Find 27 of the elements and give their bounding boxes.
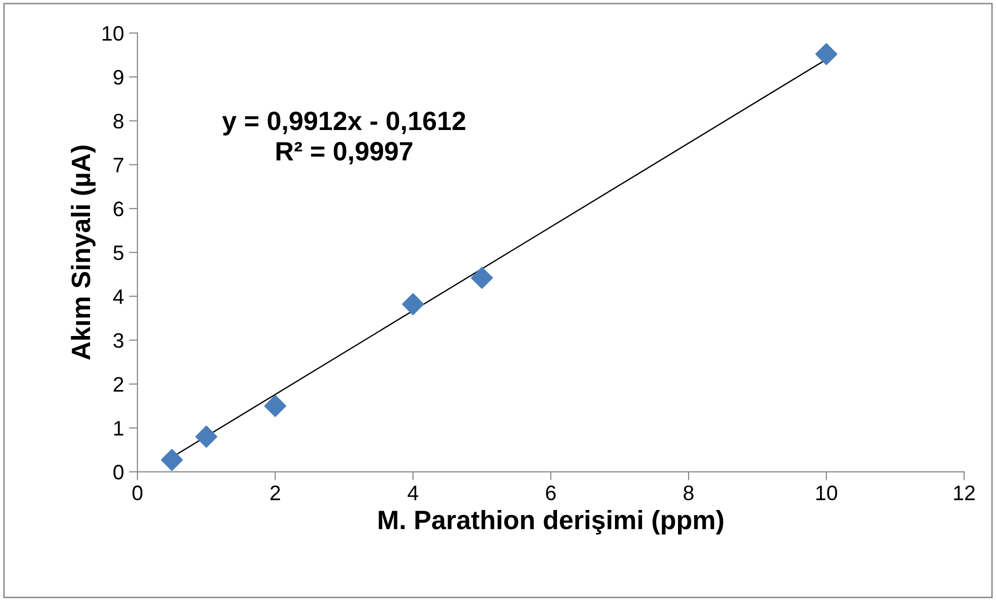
point <box>815 43 838 66</box>
x-axis-title: M. Parathion derişimi (ppm) <box>378 510 724 535</box>
y-tick-label: 2 <box>114 377 124 392</box>
x-tick-label: 0 <box>132 486 142 500</box>
y-tick-label: 1 <box>114 421 124 436</box>
point <box>264 394 286 417</box>
x-tick-label: 6 <box>546 486 556 500</box>
x-tick-label: 4 <box>408 486 418 500</box>
point <box>160 448 183 471</box>
y-tick-label: 3 <box>113 333 124 348</box>
y-axis-title: Akım Sinyali (µA) <box>70 146 96 360</box>
y-tick-label: 0 <box>113 464 124 480</box>
annotation: y = 0,9912x - 0,1612 R² = 0,9997 <box>222 112 466 164</box>
y-tick-label: 8 <box>114 114 124 129</box>
y-tick-label: 9 <box>114 70 124 85</box>
x-tick-label: 12 <box>954 486 975 500</box>
x-tick-label: 8 <box>684 486 694 500</box>
point <box>402 293 424 316</box>
y-tick-label: 5 <box>114 246 124 260</box>
y-tick-label: 4 <box>113 290 124 304</box>
y-tick-label: 10 <box>102 26 124 41</box>
y-tick-label: 7 <box>114 158 124 172</box>
x-tick-label: 10 <box>816 486 838 500</box>
x-tick-label: 2 <box>270 486 280 500</box>
y-tick-label: 6 <box>114 202 124 216</box>
point <box>470 266 493 289</box>
point <box>195 426 218 448</box>
